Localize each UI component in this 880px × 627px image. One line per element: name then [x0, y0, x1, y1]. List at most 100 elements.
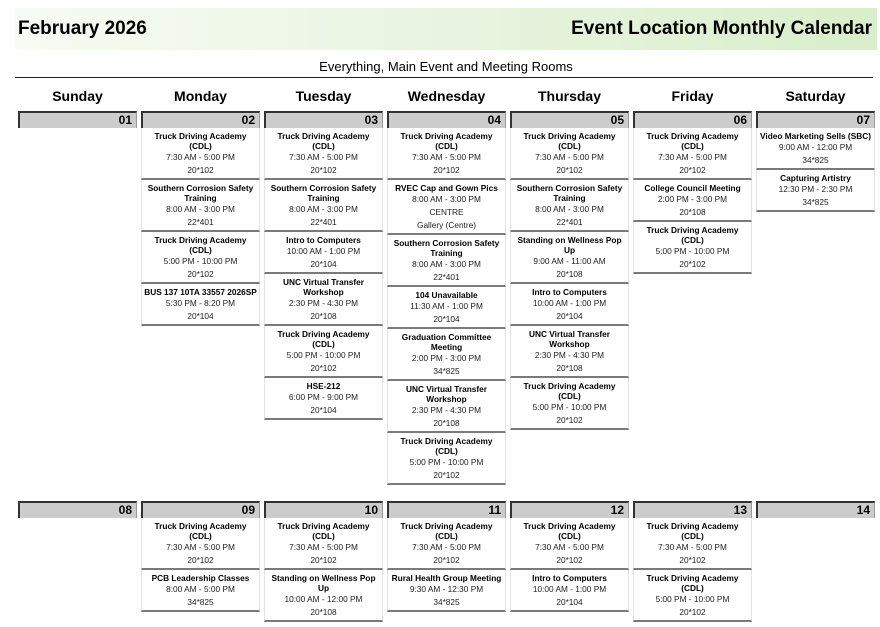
event-location: 20*102: [433, 555, 460, 565]
event-location: 20*104: [310, 405, 337, 415]
event-title: Intro to Computers: [286, 235, 361, 245]
event-time: 5:00 PM - 10:00 PM: [286, 350, 361, 360]
event-location: 20*108: [310, 311, 337, 321]
event-item[interactable]: Southern Corrosion Safety Training 8:00 A…: [141, 180, 260, 232]
event-item[interactable]: Capturing Artistry 12:30 PM - 2:30 PM 34*8…: [756, 170, 875, 212]
day-number[interactable]: 12: [510, 501, 629, 518]
event-item[interactable]: Standing on Wellness Pop Up 10:00 AM - 12…: [264, 570, 383, 622]
event-item[interactable]: Truck Driving Academy (CDL) 7:30 AM - 5:0…: [387, 518, 506, 570]
event-time: 9:30 AM - 12:30 PM: [409, 584, 484, 594]
day-number[interactable]: 05: [510, 111, 629, 128]
event-time: 9:00 AM - 11:00 AM: [533, 256, 606, 266]
event-time: 2:00 PM - 3:00 PM: [657, 194, 728, 204]
day-cell: 02 Truck Driving Academy (CDL) 7:30 AM - 5…: [141, 111, 260, 326]
event-title: HSE-212: [306, 381, 341, 391]
event-item[interactable]: Truck Driving Academy (CDL) 7:30 AM - 5:0…: [141, 128, 260, 180]
event-time: 5:30 PM - 8:20 PM: [165, 298, 236, 308]
event-item[interactable]: Intro to Computers 10:00 AM - 1:00 PM 20*1…: [264, 232, 383, 274]
event-location: 20*102: [679, 607, 706, 617]
event-item[interactable]: UNC Virtual Transfer Workshop 2:30 PM - 4…: [387, 381, 506, 433]
day-number[interactable]: 10: [264, 501, 383, 518]
day-number[interactable]: 09: [141, 501, 260, 518]
day-number[interactable]: 13: [633, 501, 752, 518]
event-item[interactable]: HSE-212 6:00 PM - 9:00 PM 20*104: [264, 378, 383, 420]
event-item[interactable]: 104 Unavailable 11:30 AM - 1:00 PM 20*104: [387, 287, 506, 329]
event-location: 20*102: [556, 415, 583, 425]
calendar-title: Event Location Monthly Calendar: [571, 18, 872, 39]
event-location: 34*825: [802, 197, 829, 207]
weekday-monday: Monday: [174, 88, 227, 104]
week-row: 08 09 Truck Driving Academy (CDL) 7:30 AM -…: [18, 501, 875, 622]
event-item[interactable]: College Council Meeting 2:00 PM - 3:00 PM…: [633, 180, 752, 222]
event-location: 20*102: [310, 555, 337, 565]
event-item[interactable]: UNC Virtual Transfer Workshop 2:30 PM - 4…: [510, 326, 629, 378]
event-item[interactable]: Truck Driving Academy (CDL) 5:00 PM - 10:…: [141, 232, 260, 284]
event-time: 5:00 PM - 10:00 PM: [409, 457, 484, 467]
event-item[interactable]: Truck Driving Academy (CDL) 7:30 AM - 5:0…: [264, 518, 383, 570]
event-time: 11:30 AM - 1:00 PM: [410, 301, 483, 311]
event-item[interactable]: Southern Corrosion Safety Training 8:00 A…: [264, 180, 383, 232]
event-title: Truck Driving Academy (CDL): [523, 131, 616, 151]
event-title: Truck Driving Academy (CDL): [154, 521, 247, 541]
day-number[interactable]: 01: [18, 111, 137, 128]
day-number[interactable]: 08: [18, 501, 137, 518]
event-item[interactable]: Truck Driving Academy (CDL) 7:30 AM - 5:0…: [633, 518, 752, 570]
day-number[interactable]: 03: [264, 111, 383, 128]
event-item[interactable]: Video Marketing Sells (SBC) 9:00 AM - 12:…: [756, 128, 875, 170]
event-location: Gallery (Centre): [416, 220, 476, 230]
event-item[interactable]: Truck Driving Academy (CDL) 5:00 PM - 10:…: [264, 326, 383, 378]
event-location: 20*102: [310, 363, 337, 373]
event-item[interactable]: Truck Driving Academy (CDL) 7:30 AM - 5:0…: [141, 518, 260, 570]
event-item[interactable]: Truck Driving Academy (CDL) 5:00 PM - 10:…: [510, 378, 629, 430]
event-time: 8:00 AM - 5:00 PM: [166, 584, 235, 594]
day-number[interactable]: 07: [756, 111, 875, 128]
divider: [15, 77, 873, 78]
event-item[interactable]: Truck Driving Academy (CDL) 5:00 PM - 10:…: [387, 433, 506, 485]
event-item[interactable]: Rural Health Group Meeting 9:30 AM - 12:3…: [387, 570, 506, 612]
event-item[interactable]: Truck Driving Academy (CDL) 7:30 AM - 5:0…: [264, 128, 383, 180]
day-number[interactable]: 02: [141, 111, 260, 128]
event-item[interactable]: Southern Corrosion Safety Training 8:00 A…: [387, 235, 506, 287]
day-number[interactable]: 14: [756, 501, 875, 518]
week-row: 01 02 Truck Driving Academy (CDL) 7:30 AM -…: [18, 111, 875, 485]
event-item[interactable]: Truck Driving Academy (CDL) 5:00 PM - 10:…: [633, 570, 752, 622]
event-item[interactable]: Graduation Committee Meeting 2:00 PM - 3:…: [387, 329, 506, 381]
day-number[interactable]: 04: [387, 111, 506, 128]
weekday-saturday: Saturday: [785, 88, 846, 104]
event-item[interactable]: Standing on Wellness Pop Up 9:00 AM - 11:…: [510, 232, 629, 284]
event-time: 8:00 AM - 3:00 PM: [535, 204, 604, 214]
event-item[interactable]: PCB Leadership Classes 8:00 AM - 5:00 PM 3…: [141, 570, 260, 612]
event-item[interactable]: UNC Virtual Transfer Workshop 2:30 PM - 4…: [264, 274, 383, 326]
day-number[interactable]: 06: [633, 111, 752, 128]
event-item[interactable]: Truck Driving Academy (CDL) 7:30 AM - 5:0…: [510, 518, 629, 570]
event-time: 5:00 PM - 10:00 PM: [532, 402, 607, 412]
event-title: Truck Driving Academy (CDL): [523, 381, 616, 401]
event-time: 7:30 AM - 5:00 PM: [166, 542, 235, 552]
event-item[interactable]: Intro to Computers 10:00 AM - 1:00 PM 20*1…: [510, 570, 629, 612]
event-location: 22*401: [433, 272, 460, 282]
event-item[interactable]: Truck Driving Academy (CDL) 7:30 AM - 5:0…: [633, 128, 752, 180]
event-location: 20*102: [187, 555, 214, 565]
event-location: 20*108: [679, 207, 706, 217]
event-item[interactable]: Truck Driving Academy (CDL) 5:00 PM - 10:…: [633, 222, 752, 274]
weekday-friday: Friday: [671, 88, 714, 104]
event-location: 20*108: [310, 607, 337, 617]
event-title: Truck Driving Academy (CDL): [154, 131, 247, 151]
day-number[interactable]: 11: [387, 501, 506, 518]
event-title: Truck Driving Academy (CDL): [646, 521, 739, 541]
event-item[interactable]: RVEC Cap and Gown Pics 8:00 AM - 3:00 PM C…: [387, 180, 506, 235]
event-title: Truck Driving Academy (CDL): [154, 235, 247, 255]
event-item[interactable]: Intro to Computers 10:00 AM - 1:00 PM 20*1…: [510, 284, 629, 326]
event-item[interactable]: Southern Corrosion Safety Training 8:00 A…: [510, 180, 629, 232]
event-location: 22*401: [310, 217, 337, 227]
event-item[interactable]: Truck Driving Academy (CDL) 7:30 AM - 5:0…: [387, 128, 506, 180]
event-time: 8:00 AM - 3:00 PM: [412, 194, 481, 204]
event-title: Truck Driving Academy (CDL): [646, 573, 739, 593]
event-title: Standing on Wellness Pop Up: [517, 235, 622, 255]
day-cell: 04 Truck Driving Academy (CDL) 7:30 AM - 5…: [387, 111, 506, 485]
event-item[interactable]: Truck Driving Academy (CDL) 7:30 AM - 5:0…: [510, 128, 629, 180]
event-item[interactable]: BUS 137 10TA 33557 2026SP 5:30 PM - 8:20 …: [141, 284, 260, 326]
event-title: RVEC Cap and Gown Pics: [395, 183, 498, 193]
day-cell: 01: [18, 111, 137, 128]
event-title: Truck Driving Academy (CDL): [277, 521, 370, 541]
